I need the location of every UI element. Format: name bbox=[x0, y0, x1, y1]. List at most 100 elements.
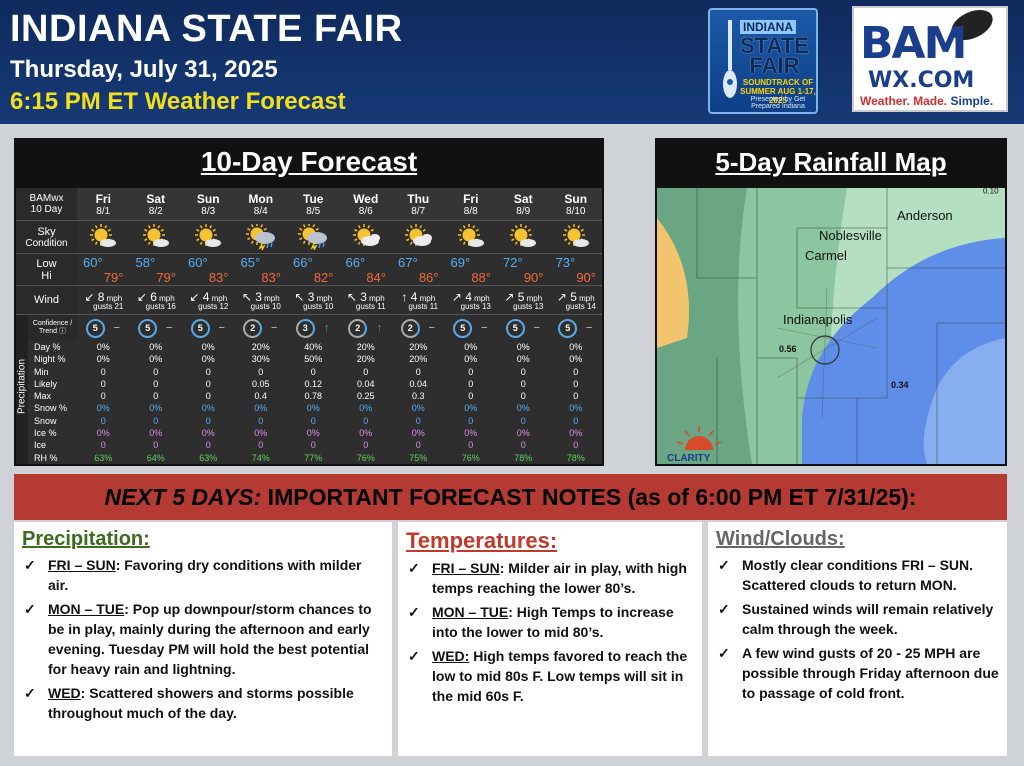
precipitation-value: 0 bbox=[310, 366, 316, 377]
map-value-label: 0.56 bbox=[779, 344, 797, 354]
precipitation-value: 0 bbox=[100, 415, 106, 426]
low-temp: 72° bbox=[503, 254, 523, 270]
precipitation-value: 0 bbox=[520, 440, 526, 451]
precipitation-value: 0 bbox=[205, 391, 211, 402]
wind-direction-arrow-icon: ↙ bbox=[136, 289, 151, 304]
precipitation-value: 0% bbox=[149, 342, 163, 352]
checkmark-icon: ✓ bbox=[24, 685, 36, 701]
precipitation-row-label: Max bbox=[34, 391, 52, 402]
sunny-icon bbox=[457, 224, 484, 247]
wind-cell: ↗ 5 mph gusts 14 bbox=[556, 289, 596, 311]
wind-cell: ↗ 4 mph gusts 13 bbox=[451, 289, 491, 311]
wind-speed: 3 bbox=[255, 289, 262, 304]
precipitation-notes: Precipitation: ✓ FRI – SUN: Favoring dry … bbox=[14, 522, 392, 756]
sunny-icon bbox=[510, 224, 537, 247]
checkmark-icon: ✓ bbox=[408, 604, 420, 620]
wind-gusts: gusts 13 bbox=[513, 301, 544, 311]
precipitation-value: 64% bbox=[146, 452, 165, 463]
svg-text:CLARITY: CLARITY bbox=[667, 453, 711, 464]
high-temp: 90° bbox=[576, 269, 596, 285]
precipitation-value: 0.04 bbox=[356, 378, 375, 389]
precipitation-value: 0 bbox=[153, 440, 159, 451]
precipitation-value: 0 bbox=[100, 366, 106, 377]
precipitation-value: 0 bbox=[310, 415, 316, 426]
precipitation-row-label: Snow bbox=[34, 415, 57, 426]
precipitation-value: 0% bbox=[516, 354, 530, 365]
low-temp: 66° bbox=[345, 254, 366, 270]
temperature-cell: 73° 90° bbox=[550, 254, 603, 285]
precipitation-value: 0% bbox=[516, 428, 530, 439]
precipitation-value: 40% bbox=[304, 342, 323, 352]
precipitation-value: 0% bbox=[201, 342, 215, 352]
precipitation-labels: Day % Night % Min Likely Max Snow % Snow Ice % I… bbox=[28, 341, 77, 464]
confidence-ring-icon: 5 bbox=[505, 318, 525, 338]
sky-condition-cell bbox=[287, 221, 340, 253]
note-item: ✓ FRI – SUN: Milder air in play, with hig… bbox=[408, 560, 687, 596]
precipitation-value: 0 bbox=[205, 378, 211, 389]
precipitation-value: 0% bbox=[96, 428, 110, 439]
note-item: ✓ A few wind gusts of 20 - 25 MPH are pos… bbox=[718, 645, 999, 701]
checkmark-icon: ✓ bbox=[408, 648, 420, 664]
precipitation-value: 30% bbox=[251, 354, 270, 365]
wind-gusts: gusts 21 bbox=[93, 301, 124, 311]
checkmark-icon: ✓ bbox=[24, 601, 36, 617]
note-item: ✓ FRI – SUN: Favoring dry conditions with… bbox=[24, 557, 362, 593]
precipitation-value: 0.25 bbox=[356, 391, 375, 402]
high-temp: 90° bbox=[523, 269, 544, 285]
precipitation-value: 0 bbox=[100, 440, 106, 451]
ten-day-forecast-panel: 10-Day Forecast BAMwx 10 Day Fri 8/1 Sat 8/2… bbox=[14, 138, 604, 466]
wind-cell: ↙ 4 mph gusts 12 bbox=[189, 289, 229, 311]
confidence-ring-icon: 5 bbox=[190, 318, 210, 338]
low-temp: 69° bbox=[450, 254, 471, 270]
precipitation-side-label: Precipitation bbox=[16, 315, 28, 464]
wind-speed: 5 bbox=[570, 289, 577, 304]
precipitation-value: 0% bbox=[464, 342, 478, 352]
precipitation-value: 0 bbox=[153, 366, 159, 377]
low-temp: 73° bbox=[555, 254, 576, 270]
precipitation-value: 0 bbox=[153, 415, 159, 426]
trend-icon: − bbox=[481, 322, 488, 334]
sky-condition-cell bbox=[392, 221, 445, 253]
precipitation-value: 20% bbox=[409, 354, 428, 365]
checkmark-icon: ✓ bbox=[718, 601, 730, 617]
wind-gusts: gusts 10 bbox=[303, 301, 334, 311]
clarity-logo: CLARITY bbox=[667, 426, 722, 464]
precipitation-value: 0% bbox=[569, 354, 583, 365]
temperature-cell: 72° 90° bbox=[497, 254, 550, 285]
precipitation-row-label: Day % bbox=[34, 342, 61, 352]
sunny-icon bbox=[562, 224, 589, 247]
wind-direction-arrow-icon: ↗ bbox=[451, 289, 466, 304]
precipitation-value: 0% bbox=[149, 428, 163, 439]
forecast-time: 6:15 PM ET Weather Forecast bbox=[10, 88, 346, 115]
wind-direction-arrow-icon: ↑ bbox=[401, 289, 411, 304]
precipitation-column: 0% 0% 0 0 0 0% 0 0% 0 76% bbox=[445, 341, 498, 464]
trend-icon: − bbox=[428, 322, 435, 334]
precipitation-column: 0% 0% 0 0 0 0% 0 0% 0 64% bbox=[130, 341, 183, 464]
map-city-label: Anderson bbox=[897, 208, 953, 223]
precipitation-value: 0 bbox=[205, 415, 211, 426]
wind-direction-arrow-icon: ↗ bbox=[504, 289, 518, 304]
day-column-header: Fri 8/1 bbox=[95, 191, 111, 217]
trend-icon: ↑ bbox=[324, 322, 330, 334]
sky-condition-cell bbox=[182, 221, 235, 253]
precipitation-value: 0 bbox=[153, 378, 159, 389]
precipitation-value: 0 bbox=[468, 415, 474, 426]
precipitation-value: 0 bbox=[573, 366, 579, 377]
confidence-ring-icon: 3 bbox=[295, 318, 315, 338]
precipitation-value: 74% bbox=[251, 452, 270, 463]
wind-clouds-notes: Wind/Clouds: ✓ Mostly clear conditions FR… bbox=[708, 522, 1007, 756]
precipitation-value: 0% bbox=[464, 354, 478, 365]
precipitation-value: 0% bbox=[149, 403, 163, 414]
confidence-ring-icon: 5 bbox=[558, 318, 578, 338]
precipitation-value: 0% bbox=[201, 403, 215, 414]
precipitation-value: 0% bbox=[201, 428, 215, 439]
confidence-cell: 2 ↑ bbox=[340, 315, 393, 341]
bamwx-logo: BAM WX.COM Weather. Made. Simple. bbox=[852, 3, 1008, 112]
precipitation-value: 20% bbox=[409, 342, 428, 352]
precipitation-heading: Precipitation: bbox=[22, 528, 150, 550]
temperature-cell: 66° 84° bbox=[340, 254, 393, 285]
temperature-cell: 69° 88° bbox=[445, 254, 498, 285]
precipitation-value: 0 bbox=[573, 440, 579, 451]
thunderstorm-icon bbox=[298, 224, 328, 250]
precipitation-value: 0 bbox=[100, 391, 106, 402]
